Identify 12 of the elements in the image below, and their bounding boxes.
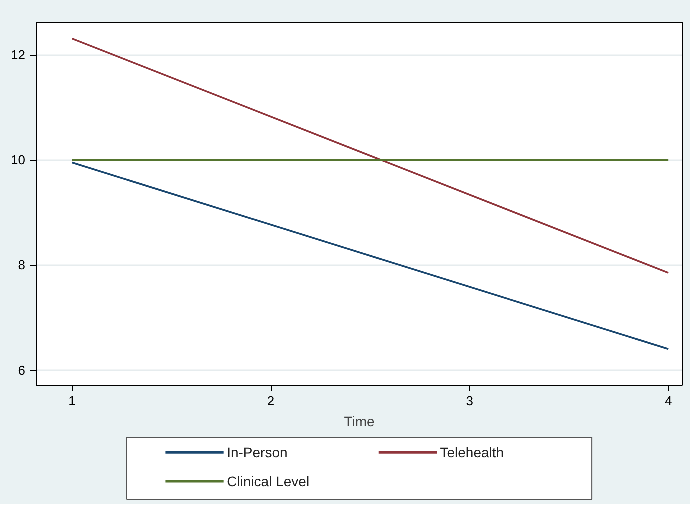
y-tick-label: 10 [11, 152, 26, 168]
x-tick-label: 4 [664, 394, 672, 408]
y-tick-label: 6 [18, 362, 26, 378]
x-tick-label: 3 [466, 394, 474, 408]
legend-label: In-Person [227, 444, 288, 461]
y-tick-label: 12 [11, 48, 26, 63]
legend-label: Telehealth [440, 444, 504, 461]
x-tick-label: 2 [267, 394, 275, 408]
y-tick-label: 8 [18, 258, 26, 273]
legend-label: Clinical Level [227, 473, 310, 490]
x-axis-title: Time [344, 414, 376, 430]
x-tick-label: 1 [68, 394, 76, 408]
